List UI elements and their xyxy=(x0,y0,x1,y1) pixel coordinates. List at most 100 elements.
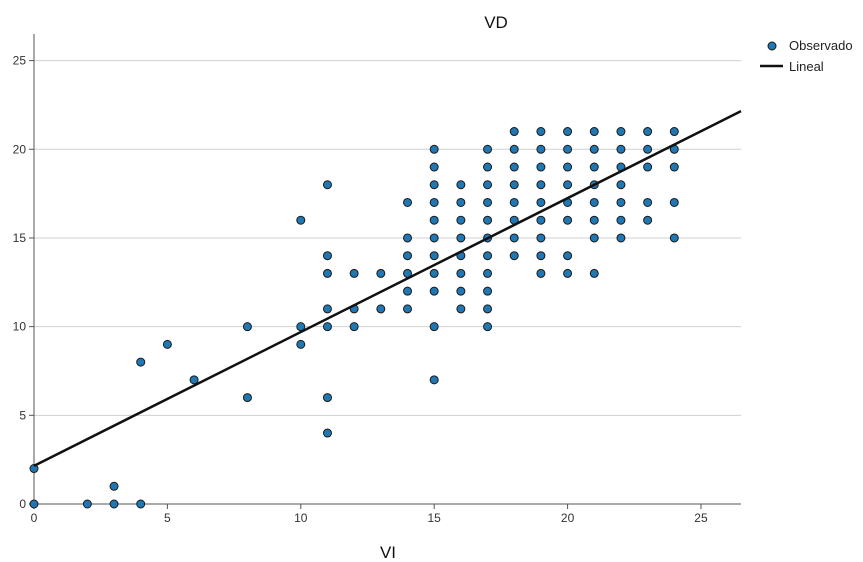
data-point xyxy=(616,197,626,207)
data-point xyxy=(483,322,493,332)
data-point xyxy=(509,197,519,207)
y-axis-ticks: 0 5 10 15 20 25 xyxy=(13,54,34,511)
data-point xyxy=(29,499,39,509)
data-point xyxy=(669,162,679,172)
data-point xyxy=(536,268,546,278)
data-point xyxy=(429,286,439,296)
legend-observado-marker xyxy=(767,41,777,51)
data-point xyxy=(136,499,146,509)
data-point xyxy=(643,162,653,172)
data-point xyxy=(322,322,332,332)
data-point xyxy=(483,215,493,225)
data-point xyxy=(429,144,439,154)
data-point xyxy=(296,339,306,349)
data-point xyxy=(109,481,119,491)
axes xyxy=(33,34,741,505)
data-point xyxy=(456,233,466,243)
data-point xyxy=(82,499,92,509)
data-point xyxy=(136,357,146,367)
data-point xyxy=(509,233,519,243)
data-point xyxy=(669,233,679,243)
y-tick-label-5: 5 xyxy=(19,408,26,422)
data-point xyxy=(536,251,546,261)
x-tick-label-25: 25 xyxy=(694,511,708,525)
data-point xyxy=(563,251,573,261)
data-point xyxy=(669,127,679,137)
data-point xyxy=(589,268,599,278)
data-point xyxy=(349,322,359,332)
data-point xyxy=(456,197,466,207)
y-tick-label-0: 0 xyxy=(19,497,26,511)
data-point xyxy=(509,144,519,154)
data-point xyxy=(536,180,546,190)
data-point xyxy=(456,304,466,314)
data-point xyxy=(589,215,599,225)
data-point xyxy=(483,251,493,261)
data-point xyxy=(322,304,332,314)
data-point xyxy=(376,304,386,314)
data-point xyxy=(322,268,332,278)
data-point xyxy=(349,268,359,278)
x-tick-label-0: 0 xyxy=(31,511,38,525)
data-point xyxy=(403,197,413,207)
y-tick-label-20: 20 xyxy=(13,142,27,156)
data-point xyxy=(429,322,439,332)
data-point xyxy=(483,304,493,314)
x-axis-ticks: 0 5 10 15 20 25 xyxy=(31,504,708,525)
x-tick-label-10: 10 xyxy=(294,511,308,525)
data-point xyxy=(509,162,519,172)
data-point xyxy=(322,251,332,261)
data-point xyxy=(296,215,306,225)
data-point xyxy=(536,197,546,207)
legend-observado-label: Observado xyxy=(789,38,853,53)
data-point xyxy=(536,144,546,154)
data-point xyxy=(456,180,466,190)
data-point xyxy=(456,268,466,278)
data-point xyxy=(536,215,546,225)
data-point xyxy=(509,251,519,261)
data-point xyxy=(429,180,439,190)
data-point xyxy=(403,304,413,314)
data-point xyxy=(589,127,599,137)
data-point xyxy=(322,393,332,403)
y-tick-label-10: 10 xyxy=(13,320,27,334)
data-point xyxy=(509,127,519,137)
data-point xyxy=(483,286,493,296)
x-axis-title: VI xyxy=(380,543,396,562)
data-point xyxy=(643,197,653,207)
data-point xyxy=(429,197,439,207)
data-point xyxy=(589,233,599,243)
y-tick-label-25: 25 xyxy=(13,54,27,68)
x-tick-label-15: 15 xyxy=(428,511,442,525)
linear-fit-line xyxy=(33,110,742,467)
legend: Observado Lineal xyxy=(760,38,853,74)
data-point xyxy=(242,322,252,332)
data-point xyxy=(403,286,413,296)
data-point xyxy=(643,144,653,154)
data-point xyxy=(589,144,599,154)
data-point xyxy=(536,233,546,243)
x-tick-label-20: 20 xyxy=(561,511,575,525)
data-point xyxy=(589,162,599,172)
data-point xyxy=(669,197,679,207)
data-point xyxy=(589,197,599,207)
data-point xyxy=(429,162,439,172)
data-point xyxy=(536,127,546,137)
data-point xyxy=(616,233,626,243)
data-point xyxy=(483,197,493,207)
data-point xyxy=(616,127,626,137)
data-point xyxy=(536,162,546,172)
data-point xyxy=(109,499,119,509)
data-point xyxy=(376,268,386,278)
data-point xyxy=(563,215,573,225)
data-point xyxy=(643,215,653,225)
data-point xyxy=(563,127,573,137)
data-point xyxy=(429,233,439,243)
data-point xyxy=(162,339,172,349)
data-point xyxy=(429,215,439,225)
data-point xyxy=(483,144,493,154)
data-point xyxy=(429,251,439,261)
data-point xyxy=(643,127,653,137)
data-point xyxy=(616,144,626,154)
